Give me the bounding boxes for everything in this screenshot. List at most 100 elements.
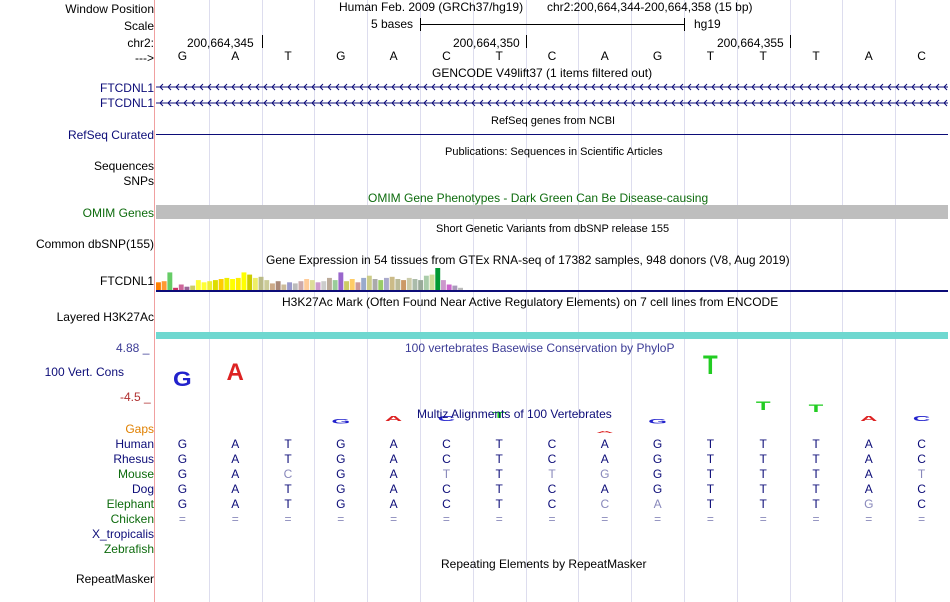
aligned-base: A <box>653 497 662 511</box>
refseq-gene-line[interactable] <box>156 134 948 135</box>
species-label[interactable]: Mouse <box>117 467 154 481</box>
gene-label-ftcdnl1[interactable]: FTCDNL1 <box>99 81 154 95</box>
aligned-base: G <box>600 467 610 481</box>
species-label[interactable]: Dog <box>131 482 154 496</box>
strand-arrow <box>391 99 396 107</box>
gtex-tissue-bar <box>190 285 196 290</box>
aligned-base: A <box>389 452 398 466</box>
repeatmasker-label[interactable]: RepeatMasker <box>75 572 154 586</box>
strand-arrow <box>551 83 556 91</box>
aligned-base: A <box>389 467 398 481</box>
base-grid-line <box>578 0 580 602</box>
aligned-base: T <box>812 467 820 481</box>
sequences-label[interactable]: Sequences <box>93 159 154 173</box>
conservation-label[interactable]: 100 Vert. Cons <box>44 365 124 379</box>
aligned-base: T <box>284 482 292 496</box>
strand-arrow <box>375 99 380 107</box>
aligned-base: A <box>231 482 240 496</box>
strand-arrow <box>463 99 468 107</box>
dbsnp-label[interactable]: Common dbSNP(155) <box>35 237 154 251</box>
aligned-base: = <box>442 512 450 526</box>
gene-label-ftcdnl1[interactable]: FTCDNL1 <box>99 96 154 110</box>
gencode-track-title[interactable]: GENCODE V49lift37 (1 items filtered out) <box>432 66 653 80</box>
strand-arrow <box>399 83 404 91</box>
aligned-base: A <box>600 437 609 451</box>
gencode-gene-models[interactable] <box>156 80 948 112</box>
gtex-tissue-bar <box>344 281 349 290</box>
aligned-base: G <box>177 452 188 466</box>
strand-arrow <box>711 83 716 91</box>
omim-genes-label[interactable]: OMIM Genes <box>82 206 154 220</box>
strand-arrow <box>335 99 340 107</box>
aligned-base: = <box>865 512 873 526</box>
gtex-gene-label[interactable]: FTCDNL1 <box>99 274 154 288</box>
aligned-base: = <box>284 512 292 526</box>
species-label[interactable]: Gaps <box>125 422 154 436</box>
base-grid-line <box>842 0 844 602</box>
strand-arrow <box>487 99 492 107</box>
strand-arrow <box>679 83 684 91</box>
aligned-base: = <box>706 512 714 526</box>
aligned-base: G <box>177 497 188 511</box>
gtex-expression-chart[interactable] <box>156 267 948 291</box>
aligned-base: T <box>495 497 503 511</box>
aligned-base: T <box>284 497 292 511</box>
aligned-base: C <box>917 437 926 451</box>
aligned-base: = <box>495 512 503 526</box>
gtex-tissue-bar <box>230 279 235 290</box>
strand-arrow <box>935 99 940 107</box>
snps-label[interactable]: SNPs <box>123 174 154 188</box>
species-label[interactable]: X_tropicalis <box>91 527 154 541</box>
aligned-base: A <box>389 497 398 511</box>
strand-arrow <box>527 83 532 91</box>
strand-arrow <box>655 83 660 91</box>
aligned-base: G <box>336 497 346 511</box>
aligned-base: T <box>759 482 767 496</box>
strand-arrow <box>639 83 644 91</box>
aligned-base: A <box>389 437 398 451</box>
h3k27ac-label[interactable]: Layered H3K27Ac <box>56 310 154 324</box>
aligned-base: T <box>759 437 767 451</box>
aligned-base: T <box>759 467 767 481</box>
strand-arrow <box>583 83 588 91</box>
strand-arrow <box>823 83 828 91</box>
species-label[interactable]: Zebrafish <box>103 542 154 556</box>
coord-tick <box>790 35 791 48</box>
strand-arrow <box>903 83 908 91</box>
species-label[interactable]: Elephant <box>106 497 154 511</box>
reference-base: A <box>864 49 873 63</box>
refseq-curated-label[interactable]: RefSeq Curated <box>67 128 154 142</box>
species-label[interactable]: Chicken <box>110 512 154 526</box>
strand-arrow <box>767 99 772 107</box>
strand-arrow <box>903 99 908 107</box>
strand-arrow <box>567 83 572 91</box>
strand-arrow <box>855 83 860 91</box>
aligned-base: C <box>917 497 926 511</box>
species-label[interactable]: Human <box>115 437 154 451</box>
strand-arrow <box>231 99 236 107</box>
strand-arrow <box>479 83 484 91</box>
aligned-base: A <box>600 482 609 496</box>
strand-arrow <box>879 99 884 107</box>
gtex-tissue-bar <box>309 280 315 290</box>
cons-axis-min: -4.5 _ <box>120 390 151 404</box>
h3k27ac-signal[interactable] <box>156 332 948 339</box>
species-label[interactable]: Rhesus <box>113 452 154 466</box>
base-grid-line <box>895 0 897 602</box>
strand-arrow <box>711 99 716 107</box>
strand-arrow <box>823 99 828 107</box>
strand-arrow <box>847 83 852 91</box>
strand-arrow <box>743 83 748 91</box>
omim-feature-bar[interactable] <box>156 205 948 219</box>
scale-text: 5 bases <box>371 17 414 31</box>
dbsnp-track-title: Short Genetic Variants from dbSNP releas… <box>436 223 670 235</box>
strand-arrow <box>351 83 356 91</box>
strand-arrow <box>559 99 564 107</box>
strand-arrow <box>703 83 708 91</box>
refseq-track-title: RefSeq genes from NCBI <box>491 115 616 127</box>
gtex-tissue-bar <box>167 272 173 290</box>
conservation-logo[interactable]: G A G A C T A G T T T A C <box>156 340 948 433</box>
gtex-tissue-bar <box>412 279 418 290</box>
strand-arrow <box>423 99 428 107</box>
strand-arrow <box>871 83 876 91</box>
